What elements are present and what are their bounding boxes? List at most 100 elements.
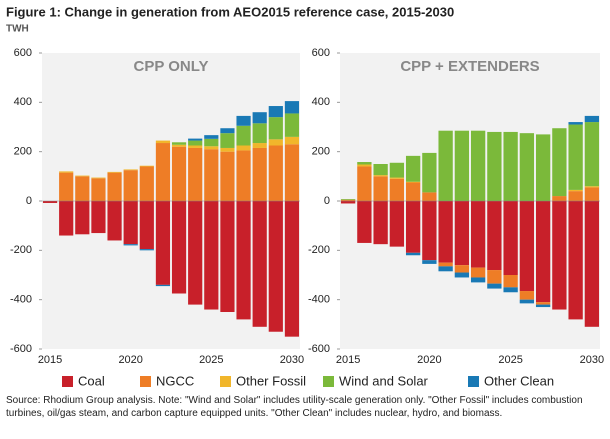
bar-segment bbox=[268, 201, 283, 332]
y-tick-label: -200 bbox=[10, 244, 32, 256]
y-tick-label: -600 bbox=[308, 343, 330, 355]
bar-segment bbox=[236, 115, 251, 126]
x-tick-label: 2015 bbox=[336, 354, 360, 366]
bar-segment bbox=[519, 201, 535, 292]
bar-segment bbox=[220, 201, 235, 312]
bar-segment bbox=[568, 201, 583, 320]
legend-swatch bbox=[62, 376, 73, 387]
bar-segment bbox=[552, 196, 567, 201]
bar-segment bbox=[155, 140, 171, 144]
bar-segment bbox=[535, 302, 551, 305]
legend-swatch bbox=[140, 376, 151, 387]
bar-segment bbox=[357, 162, 372, 165]
legend-label: NGCC bbox=[156, 373, 194, 388]
legend-label: Coal bbox=[78, 373, 105, 388]
bar-segment bbox=[171, 142, 187, 145]
bar-segment bbox=[75, 176, 90, 201]
bar-segment bbox=[438, 266, 453, 272]
bar-segment bbox=[535, 201, 551, 303]
bar-segment bbox=[284, 201, 300, 337]
bar-segment bbox=[123, 169, 138, 171]
bar-segment bbox=[422, 201, 437, 261]
y-tick-label: -400 bbox=[10, 294, 32, 306]
legend-swatch bbox=[468, 376, 479, 387]
bar-segment bbox=[584, 115, 600, 123]
bar-segment bbox=[220, 151, 235, 201]
legend-swatch bbox=[323, 376, 334, 387]
panel-title: CPP + EXTENDERS bbox=[400, 58, 539, 75]
bar-segment bbox=[487, 270, 502, 284]
bar-segment bbox=[454, 265, 470, 273]
bar-segment bbox=[236, 201, 251, 320]
bar-segment bbox=[535, 134, 551, 201]
bar-segment bbox=[252, 123, 267, 144]
bar-segment bbox=[357, 164, 372, 167]
bar-segment bbox=[470, 277, 486, 283]
bar-segment bbox=[107, 171, 122, 173]
bar-segment bbox=[357, 166, 372, 201]
bar-segment bbox=[357, 201, 372, 243]
bar-segment bbox=[568, 122, 583, 125]
bar-segment bbox=[405, 182, 421, 201]
x-tick-label: 2015 bbox=[38, 354, 62, 366]
bar-segment bbox=[204, 201, 219, 310]
bar-segment bbox=[487, 131, 502, 201]
x-tick-label: 2030 bbox=[280, 354, 304, 366]
bar-segment bbox=[373, 164, 388, 176]
bar-segment bbox=[454, 272, 470, 278]
bar-segment bbox=[220, 133, 235, 148]
bar-segment bbox=[519, 291, 535, 300]
bar-segment bbox=[584, 186, 600, 188]
bar-segment bbox=[188, 201, 203, 305]
bar-segment bbox=[284, 136, 300, 145]
bar-segment bbox=[75, 201, 90, 235]
bar-segment bbox=[552, 128, 567, 197]
bar-segment bbox=[470, 267, 486, 278]
legend-label: Other Fossil bbox=[236, 373, 306, 388]
bar-segment bbox=[373, 201, 388, 245]
bar-segment bbox=[568, 189, 583, 192]
y-tick-label: 400 bbox=[312, 96, 330, 108]
bar-segment bbox=[519, 133, 535, 201]
y-tick-label: -600 bbox=[10, 343, 32, 355]
bar-segment bbox=[373, 176, 388, 201]
bar-segment bbox=[91, 201, 106, 234]
bar-segment bbox=[91, 178, 106, 201]
bar-segment bbox=[91, 177, 106, 179]
bar-segment bbox=[340, 199, 356, 201]
bar-segment bbox=[584, 187, 600, 201]
figure-title: Figure 1: Change in generation from AEO2… bbox=[6, 4, 454, 19]
x-tick-label: 2020 bbox=[417, 354, 441, 366]
bar-segment bbox=[188, 145, 203, 148]
bar-segment bbox=[389, 162, 405, 178]
y-tick-label: -200 bbox=[308, 244, 330, 256]
bar-segment bbox=[59, 171, 74, 173]
bar-segment bbox=[503, 275, 518, 288]
bar-segment bbox=[405, 181, 421, 183]
bar-segment bbox=[284, 113, 300, 137]
bar-segment bbox=[405, 155, 421, 182]
bar-segment bbox=[123, 170, 138, 201]
bar-segment bbox=[503, 287, 518, 293]
bar-segment bbox=[171, 144, 187, 147]
bar-segment bbox=[42, 201, 58, 203]
bar-segment bbox=[236, 125, 251, 146]
bar-segment bbox=[503, 201, 518, 275]
bar-segment bbox=[438, 262, 453, 267]
legend-label: Wind and Solar bbox=[339, 373, 429, 388]
bar-segment bbox=[252, 147, 267, 201]
y-tick-label: 400 bbox=[14, 96, 32, 108]
bar-segment bbox=[454, 130, 470, 201]
bar-segment bbox=[519, 299, 535, 304]
bar-segment bbox=[422, 152, 437, 193]
bar-segment bbox=[204, 138, 219, 147]
y-tick-label: 200 bbox=[312, 146, 330, 158]
bar-segment bbox=[405, 201, 421, 253]
bar-segment bbox=[584, 122, 600, 187]
bar-segment bbox=[123, 201, 138, 245]
legend-label: Other Clean bbox=[484, 373, 554, 388]
bar-segment bbox=[405, 252, 421, 256]
bar-segment bbox=[236, 145, 251, 151]
